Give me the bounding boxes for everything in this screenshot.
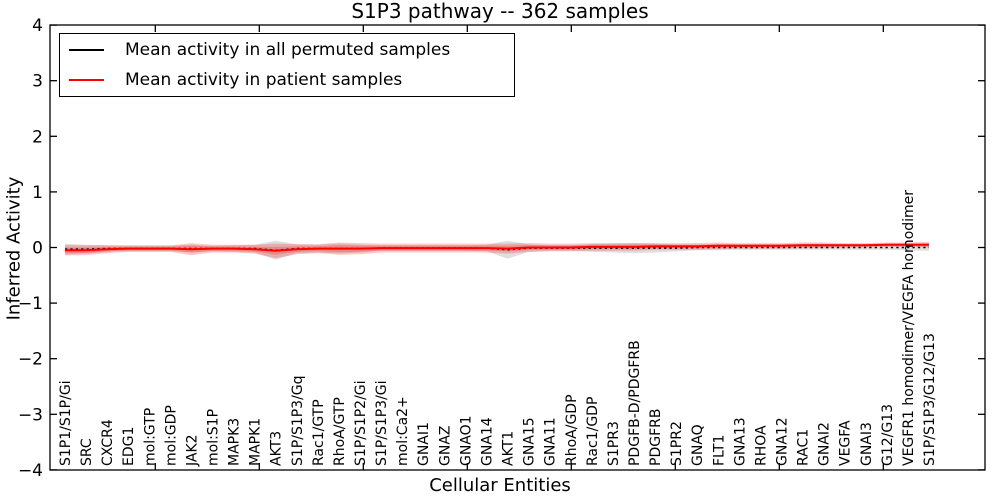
x-tick-label: JAK2 [184, 434, 200, 467]
chart-title: S1P3 pathway -- 362 samples [351, 0, 649, 23]
y-tick-label: −4 [18, 461, 43, 481]
x-tick-label: GNA12 [774, 417, 790, 466]
x-tick-label: CXCR4 [100, 419, 116, 466]
x-tick-label: S1P/S1P3/Gq [290, 375, 306, 466]
patient-mean-line [65, 243, 929, 252]
x-tick-label: S1P/S1P3/G12/G13 [922, 333, 938, 466]
x-tick-label: AKT3 [269, 431, 285, 466]
x-tick-label: S1P/S1P2/Gi [353, 380, 369, 466]
y-tick-label: 2 [32, 127, 43, 147]
x-tick-label: S1P/S1P3/Gi [374, 380, 390, 466]
legend-label-permuted: Mean activity in all permuted samples [125, 40, 451, 60]
x-tick-label: mol:Ca2+ [395, 396, 411, 466]
x-tick-label: MAPK1 [248, 418, 264, 466]
legend-entry-permuted: Mean activity in all permuted samples [60, 36, 514, 64]
x-tick-label: VEGFA [838, 420, 854, 466]
x-tick-label: PDGFRB [648, 409, 664, 466]
legend-entry-patient: Mean activity in patient samples [60, 66, 514, 94]
y-axis-title: Inferred Activity [3, 176, 25, 321]
x-tick-label: S1P1/S1P/Gi [58, 380, 74, 466]
y-tick-label: 0 [32, 239, 43, 259]
x-tick-label: GNA15 [522, 417, 538, 466]
x-tick-label: GNAQ [690, 424, 706, 466]
patient-line-sample [69, 79, 104, 81]
x-tick-label: EDG1 [121, 427, 137, 466]
y-tick-label: −2 [18, 350, 43, 370]
x-tick-label: Rac1/GTP [311, 399, 327, 466]
x-tick-label: mol:S1P [206, 409, 222, 466]
x-tick-label: GNAI1 [416, 422, 432, 466]
y-tick-label: 4 [32, 16, 43, 36]
x-tick-label: GNA14 [479, 417, 495, 466]
x-tick-label: VEGFR1 homodimer/VEGFA homodimer [901, 190, 917, 466]
x-tick-label: MAPK3 [227, 418, 243, 466]
x-tick-label: mol:GDP [163, 405, 179, 466]
x-tick-label: RHOA [753, 425, 769, 466]
x-tick-label: SRC [79, 438, 95, 466]
x-tick-label: GNAZ [437, 426, 453, 467]
x-tick-label: mol:GTP [142, 408, 158, 466]
x-tick-label: GNAI3 [859, 422, 875, 466]
legend-label-patient: Mean activity in patient samples [125, 70, 403, 90]
x-tick-label: RhoA/GTP [332, 397, 348, 466]
x-tick-label: PDGFB-D/PDGFRB [627, 340, 643, 466]
x-tick-label: S1PR3 [606, 421, 622, 466]
x-tick-label: Rac1/GDP [585, 397, 601, 466]
x-tick-label: GNA11 [543, 417, 559, 466]
x-tick-label: GNAI2 [817, 422, 833, 466]
x-tick-label: S1PR2 [669, 421, 685, 466]
legend: Mean activity in all permuted samples Me… [59, 33, 515, 97]
x-tick-label: G12/G13 [880, 404, 896, 466]
x-tick-label: FLT1 [711, 435, 727, 466]
y-tick-label: −1 [18, 294, 43, 314]
permuted-line-sample [69, 49, 104, 51]
x-tick-label: RhoA/GDP [564, 394, 580, 466]
x-tick-label: GNA13 [732, 417, 748, 466]
y-tick-label: 3 [32, 72, 43, 92]
x-tick-label: AKT1 [501, 431, 517, 466]
y-tick-label: −3 [18, 405, 43, 425]
x-tick-label: RAC1 [796, 429, 812, 466]
y-tick-label: 1 [32, 183, 43, 203]
x-axis-title: Cellular Entities [429, 475, 571, 496]
x-tick-label: GNAO1 [458, 415, 474, 466]
